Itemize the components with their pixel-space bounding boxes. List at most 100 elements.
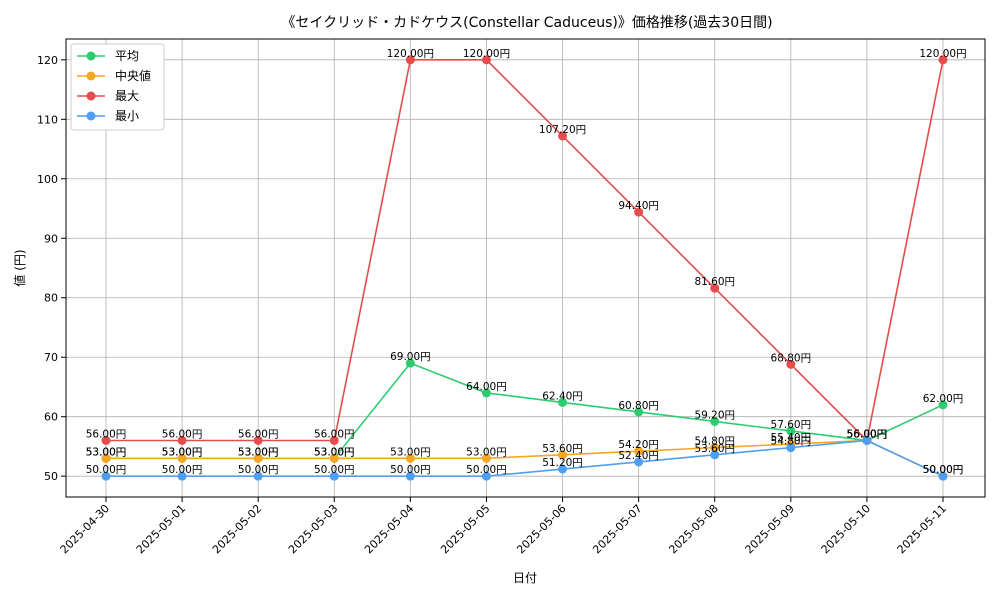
data-label: 50.00円 bbox=[923, 464, 964, 476]
data-label: 56.00円 bbox=[847, 428, 888, 440]
series-point bbox=[177, 435, 187, 445]
series-point bbox=[253, 435, 263, 445]
series-point bbox=[710, 283, 720, 293]
data-label: 53.00円 bbox=[86, 446, 127, 458]
x-tick-label: 2025-05-03 bbox=[286, 502, 340, 556]
series-point bbox=[634, 407, 644, 417]
x-tick-label: 2025-05-05 bbox=[438, 502, 492, 556]
data-label: 53.00円 bbox=[86, 446, 127, 458]
series-point bbox=[938, 55, 948, 65]
data-label: 68.80円 bbox=[771, 352, 812, 364]
data-label: 50.00円 bbox=[86, 464, 127, 476]
plot-frame bbox=[65, 38, 986, 498]
data-label: 53.00円 bbox=[466, 446, 507, 458]
chart-title: 《セイクリッド・カドケウス(Constellar Caduceus)》価格推移(… bbox=[281, 15, 772, 31]
legend-label: 平均 bbox=[115, 49, 139, 63]
y-tick-label: 70 bbox=[44, 351, 58, 364]
data-label: 53.60円 bbox=[694, 443, 735, 455]
data-label: 57.60円 bbox=[771, 419, 812, 431]
series-point bbox=[634, 446, 644, 456]
data-label: 53.60円 bbox=[542, 443, 583, 455]
series-point bbox=[558, 397, 568, 407]
x-tick-label: 2025-05-10 bbox=[819, 502, 873, 556]
series-point bbox=[786, 443, 796, 453]
y-tick-label: 120 bbox=[37, 54, 58, 67]
data-label: 59.20円 bbox=[694, 409, 735, 421]
data-label: 50.00円 bbox=[238, 464, 279, 476]
x-tick-label: 2025-05-04 bbox=[362, 502, 416, 556]
axis-ticks: 2025-04-30 2025-05-01 2025-05-02 2025-05-03… bbox=[37, 54, 949, 557]
series-point bbox=[634, 207, 644, 217]
series-point bbox=[481, 55, 491, 65]
data-label: 120.00円 bbox=[387, 48, 434, 60]
data-label: 56.00円 bbox=[162, 428, 203, 440]
series-point bbox=[786, 426, 796, 436]
series-point bbox=[253, 471, 263, 481]
series-point bbox=[177, 471, 187, 481]
data-label: 53.00円 bbox=[238, 446, 279, 458]
series-point bbox=[938, 471, 948, 481]
series-point bbox=[710, 443, 720, 453]
data-label: 53.00円 bbox=[162, 446, 203, 458]
series-point bbox=[101, 453, 111, 463]
legend-swatch-marker bbox=[86, 71, 96, 81]
x-tick-label: 2025-04-30 bbox=[58, 502, 112, 556]
x-tick-label: 2025-05-01 bbox=[134, 502, 188, 556]
series-line-3 bbox=[106, 439, 944, 477]
series-point bbox=[862, 435, 872, 445]
data-labels: 53.00円 53.00円 53.00円 53.00円 69.00円 64.00円 62.4… bbox=[86, 48, 967, 476]
y-tick-label: 50 bbox=[44, 470, 58, 483]
series-point bbox=[329, 435, 339, 445]
series-line-1 bbox=[106, 439, 944, 477]
data-label: 56.00円 bbox=[847, 428, 888, 440]
data-label: 53.00円 bbox=[314, 446, 355, 458]
data-label: 64.00円 bbox=[466, 381, 507, 393]
series-point bbox=[938, 400, 948, 410]
series-point bbox=[710, 450, 720, 460]
data-label: 69.00円 bbox=[390, 351, 431, 363]
grid bbox=[66, 39, 985, 497]
data-label: 54.80円 bbox=[771, 436, 812, 448]
y-axis-label: 値 (円) bbox=[12, 249, 27, 286]
data-label: 50.00円 bbox=[466, 464, 507, 476]
x-tick-label: 2025-05-02 bbox=[210, 502, 264, 556]
data-label: 50.00円 bbox=[390, 464, 431, 476]
x-axis-label: 日付 bbox=[513, 571, 537, 585]
data-label: 53.00円 bbox=[238, 446, 279, 458]
data-label: 56.00円 bbox=[314, 428, 355, 440]
data-label: 60.80円 bbox=[618, 400, 659, 412]
data-label: 50.00円 bbox=[162, 464, 203, 476]
y-tick-label: 80 bbox=[44, 292, 58, 305]
series-line-0 bbox=[106, 362, 944, 460]
y-tick-label: 100 bbox=[37, 173, 58, 186]
series-line-2 bbox=[106, 59, 944, 443]
data-label: 51.20円 bbox=[542, 457, 583, 469]
series-point bbox=[329, 453, 339, 463]
series-point bbox=[101, 471, 111, 481]
data-label: 120.00円 bbox=[919, 48, 966, 60]
data-label: 62.00円 bbox=[923, 393, 964, 405]
series-point bbox=[101, 435, 111, 445]
series-point bbox=[405, 453, 415, 463]
series-point bbox=[177, 453, 187, 463]
y-tick-label: 90 bbox=[44, 232, 58, 245]
series-point bbox=[481, 388, 491, 398]
data-label: 94.40円 bbox=[618, 200, 659, 212]
series-point bbox=[558, 450, 568, 460]
series-point bbox=[558, 464, 568, 474]
series-point bbox=[405, 358, 415, 368]
data-label: 107.20円 bbox=[539, 124, 586, 136]
series-layer bbox=[101, 55, 948, 481]
data-label: 53.00円 bbox=[162, 446, 203, 458]
data-label: 54.20円 bbox=[618, 439, 659, 451]
data-label: 50.00円 bbox=[314, 464, 355, 476]
data-label: 55.40円 bbox=[771, 432, 812, 444]
series-point bbox=[558, 131, 568, 141]
series-point bbox=[481, 453, 491, 463]
legend-swatch-marker bbox=[86, 51, 96, 61]
series-point bbox=[329, 471, 339, 481]
x-tick-label: 2025-05-08 bbox=[666, 502, 720, 556]
data-label: 62.40円 bbox=[542, 390, 583, 402]
